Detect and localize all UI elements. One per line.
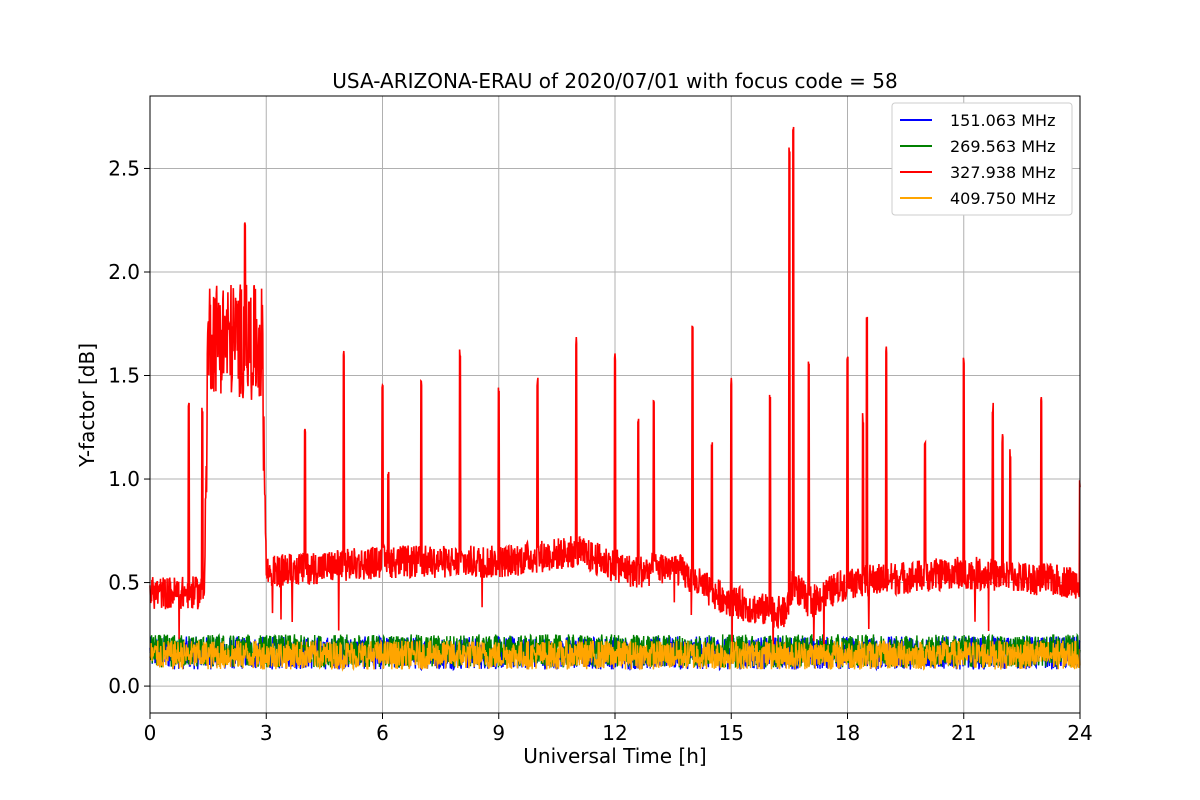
x-tick-label: 15: [719, 721, 744, 745]
series-lines: [149, 126, 1081, 672]
y-tick-label: 0.5: [108, 571, 140, 595]
series-line: [149, 126, 1081, 660]
y-tick-label: 2.0: [108, 260, 140, 284]
y-axis-label: Y-factor [dB]: [75, 343, 99, 468]
x-tick-label: 18: [835, 721, 860, 745]
x-tick-label: 0: [144, 721, 157, 745]
series-line: [149, 638, 1081, 672]
x-ticks: 0 3 6 9 12 15 18 21 24: [144, 713, 1093, 745]
legend: 151.063 MHz 269.563 MHz 327.938 MHz 409.750…: [891, 102, 1073, 216]
legend-label: 151.063 MHz: [950, 111, 1055, 130]
x-tick-label: 21: [951, 721, 976, 745]
x-tick-label: 12: [602, 721, 627, 745]
chart-title: USA-ARIZONA-ERAU of 2020/07/01 with focu…: [332, 69, 897, 93]
legend-box: [891, 102, 1073, 216]
legend-label: 409.750 MHz: [950, 189, 1055, 208]
legend-label: 327.938 MHz: [950, 163, 1055, 182]
y-tick-label: 0.0: [108, 674, 140, 698]
x-tick-label: 6: [376, 721, 389, 745]
y-ticks: 0.0 0.5 1.0 1.5 2.0 2.5: [108, 156, 150, 698]
x-tick-label: 3: [260, 721, 273, 745]
y-tick-label: 1.5: [108, 364, 140, 388]
y-tick-label: 2.5: [108, 156, 140, 180]
legend-label: 269.563 MHz: [950, 137, 1055, 156]
x-axis-label: Universal Time [h]: [523, 744, 706, 768]
y-tick-label: 1.0: [108, 467, 140, 491]
x-tick-label: 24: [1067, 721, 1092, 745]
x-tick-label: 9: [492, 721, 505, 745]
